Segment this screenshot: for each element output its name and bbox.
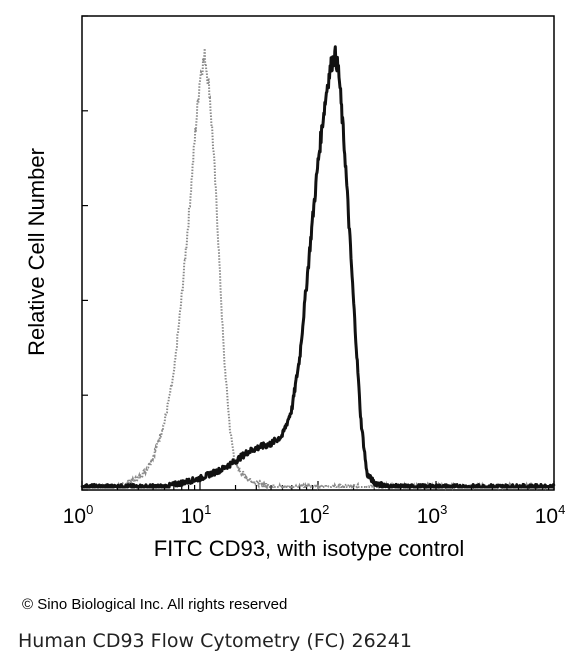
series-layer (80, 45, 556, 491)
y-axis-title: Relative Cell Number (24, 148, 49, 356)
x-axis-title: FITC CD93, with isotype control (154, 536, 465, 561)
x-tick-label: 101 (181, 502, 212, 528)
plot-frame (81, 15, 555, 491)
y-ticks (82, 15, 88, 491)
x-tick-labels: 100 101 102 103 104 (63, 502, 566, 528)
x-tick-label: 103 (417, 502, 448, 528)
figure-caption: Human CD93 Flow Cytometry (FC) 26241 (18, 630, 412, 652)
x-tick-label: 102 (299, 502, 330, 528)
x-tick-label: 100 (63, 502, 94, 528)
x-tick-label: 104 (535, 502, 566, 528)
flow-cytometry-histogram: 100 101 102 103 104 FITC CD93, with isotype … (24, 15, 566, 561)
series-line-1 (81, 48, 555, 491)
series-line-2 (80, 45, 556, 489)
copyright-notice: © Sino Biological Inc. All rights reserv… (22, 596, 288, 613)
